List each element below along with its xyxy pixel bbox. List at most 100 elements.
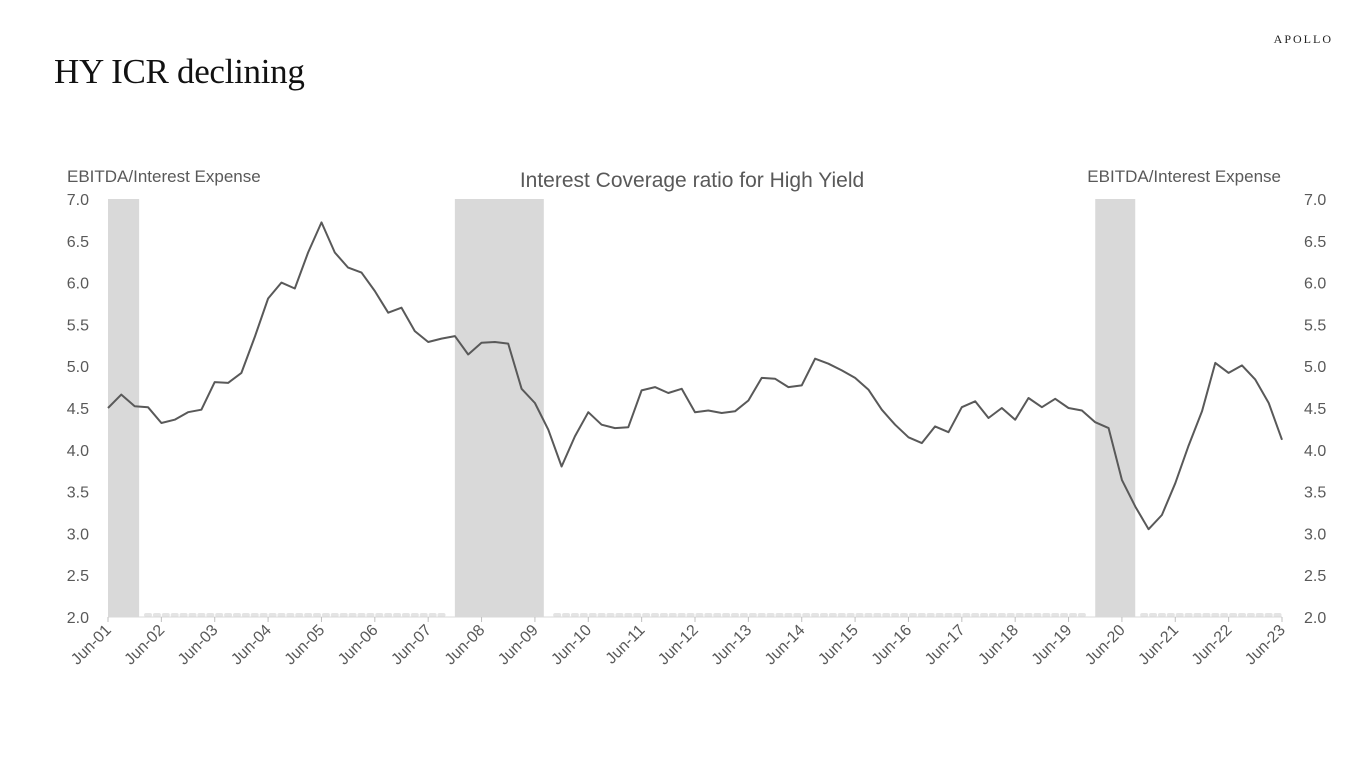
y-tick-right-4.5: 4.5 [1304, 401, 1326, 418]
baseline-marker-105 [1229, 613, 1238, 617]
baseline-marker-45 [642, 613, 651, 617]
baseline-marker-13 [250, 613, 259, 617]
x-tick-label-Jun-17: Jun-17 [922, 622, 969, 669]
y-tick-left-2.0: 2.0 [67, 610, 89, 627]
y-tick-left-4.5: 4.5 [67, 401, 89, 418]
y-tick-right-6.5: 6.5 [1304, 234, 1326, 251]
baseline-marker-58 [757, 613, 766, 617]
x-tick-label-Jun-05: Jun-05 [282, 622, 329, 669]
recession-band-3 [1095, 199, 1136, 617]
x-tick-label-Jun-14: Jun-14 [762, 622, 809, 669]
baseline-marker-7 [197, 613, 206, 617]
baseline-marker-65 [819, 613, 828, 617]
baseline-marker-25 [357, 613, 366, 617]
x-tick-label-Jun-13: Jun-13 [709, 622, 756, 669]
baseline-marker-53 [713, 613, 722, 617]
brand-logo-text: APOLLO [1273, 32, 1333, 46]
baseline-marker-70 [864, 613, 873, 617]
x-tick-label-Jun-10: Jun-10 [548, 622, 595, 669]
baseline-marker-75 [908, 613, 917, 617]
baseline-marker-35 [553, 613, 562, 617]
y-axis-left-title: EBITDA/Interest Expense [67, 167, 261, 186]
baseline-marker-29 [393, 613, 402, 617]
baseline-marker-66 [828, 613, 837, 617]
x-tick-label-Jun-07: Jun-07 [388, 622, 435, 669]
baseline-marker-38 [579, 613, 588, 617]
baseline-marker-81 [962, 613, 971, 617]
baseline-marker-83 [980, 613, 989, 617]
x-tick-label-Jun-06: Jun-06 [335, 622, 382, 669]
y-tick-right-5.0: 5.0 [1304, 359, 1326, 376]
baseline-marker-20 [313, 613, 322, 617]
baseline-marker-47 [659, 613, 668, 617]
recession-band-1 [108, 199, 140, 617]
x-tick-label-Jun-23: Jun-23 [1242, 622, 1289, 669]
baseline-marker-34 [437, 613, 446, 617]
baseline-marker-87 [1015, 613, 1024, 617]
x-tick-label-Jun-18: Jun-18 [975, 622, 1022, 669]
baseline-marker-39 [588, 613, 597, 617]
baseline-marker-88 [1024, 613, 1033, 617]
x-tick-label-Jun-22: Jun-22 [1189, 622, 1236, 669]
baseline-marker-68 [846, 613, 855, 617]
baseline-marker-10 [224, 613, 233, 617]
baseline-marker-33 [428, 613, 437, 617]
baseline-marker-103 [1211, 613, 1220, 617]
y-tick-left-3.5: 3.5 [67, 485, 89, 502]
recession-bands [108, 199, 1136, 617]
baseline-marker-24 [348, 613, 357, 617]
baseline-marker-106 [1237, 613, 1246, 617]
baseline-marker-100 [1184, 613, 1193, 617]
page-title: HY ICR declining [54, 52, 305, 91]
baseline-marker-54 [722, 613, 731, 617]
baseline-marker-74 [900, 613, 909, 617]
baseline-marker-78 [935, 613, 944, 617]
baseline-marker-30 [401, 613, 410, 617]
x-tick-label-Jun-12: Jun-12 [655, 622, 702, 669]
baseline-marker-32 [419, 613, 428, 617]
baseline-marker-16 [277, 613, 286, 617]
baseline-marker-92 [1060, 613, 1069, 617]
series-line-1 [107, 221, 1283, 531]
y-tick-right-3.5: 3.5 [1304, 485, 1326, 502]
baseline-marker-76 [917, 613, 926, 617]
y-tick-left-5.5: 5.5 [67, 317, 89, 334]
baseline-marker-9 [215, 613, 224, 617]
y-tick-left-2.5: 2.5 [67, 568, 89, 585]
y-tick-right-2.0: 2.0 [1304, 610, 1326, 627]
baseline-marker-5 [179, 613, 188, 617]
baseline-marker-27 [375, 613, 384, 617]
baseline-marker-22 [330, 613, 339, 617]
baseline-marker-12 [241, 613, 250, 617]
baseline-marker-2 [152, 613, 161, 617]
baseline-marker-3 [161, 613, 170, 617]
baseline-marker-94 [1077, 613, 1086, 617]
y-tick-left-6.0: 6.0 [67, 276, 89, 293]
baseline-marker-91 [1051, 613, 1060, 617]
recession-band-2 [454, 199, 544, 617]
chart-title: Interest Coverage ratio for High Yield [520, 169, 864, 192]
y-tick-right-7.0: 7.0 [1304, 192, 1326, 209]
baseline-marker-109 [1264, 613, 1273, 617]
x-tick-label-Jun-03: Jun-03 [175, 622, 222, 669]
x-tick-label-Jun-20: Jun-20 [1082, 622, 1129, 669]
x-tick-label-Jun-16: Jun-16 [869, 622, 916, 669]
baseline-marker-90 [1042, 613, 1051, 617]
y-tick-left-3.0: 3.0 [67, 526, 89, 543]
baseline-marker-64 [811, 613, 820, 617]
y-axis-right: 2.0 2.5 3.0 3.5 4.0 4.5 5.0 5.5 6.0 6.5 7.0 [1304, 192, 1326, 627]
y-tick-right-4.0: 4.0 [1304, 443, 1326, 460]
y-tick-right-6.0: 6.0 [1304, 276, 1326, 293]
baseline-marker-69 [855, 613, 864, 617]
x-tick-label-Jun-15: Jun-15 [815, 622, 862, 669]
baseline-marker-97 [1157, 613, 1166, 617]
baseline-marker-108 [1255, 613, 1264, 617]
baseline-marker-8 [206, 613, 215, 617]
x-axis: Jun-01 Jun-02 Jun-03 Jun-04 Jun-05 Jun-06 Jun-… [68, 616, 1289, 669]
baseline-marker-110 [1273, 613, 1282, 617]
baseline-marker-51 [695, 613, 704, 617]
baseline-marker-52 [704, 613, 713, 617]
baseline-marker-28 [384, 613, 393, 617]
baseline-marker-1 [144, 613, 153, 617]
